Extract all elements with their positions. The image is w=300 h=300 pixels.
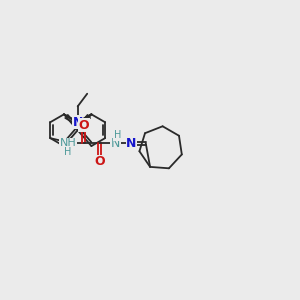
Text: N: N [126,136,136,150]
Text: H: H [64,147,72,157]
Text: O: O [79,119,89,132]
Text: O: O [94,155,105,168]
Text: N: N [73,116,83,129]
Text: H: H [114,130,121,140]
Text: N: N [111,136,120,150]
Text: NH: NH [60,138,76,148]
